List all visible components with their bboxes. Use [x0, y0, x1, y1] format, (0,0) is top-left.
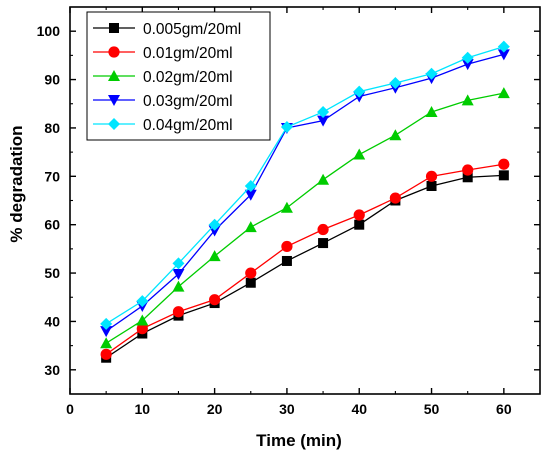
data-point: [497, 49, 510, 61]
data-point: [461, 94, 474, 106]
data-point: [100, 326, 113, 338]
legend: 0.005gm/20ml 0.01gm/20ml 0.02gm/20ml 0.03gm…: [86, 11, 271, 141]
data-point: [208, 250, 221, 262]
data-point: [354, 219, 365, 230]
data-point: [280, 120, 293, 133]
series-line: [105, 92, 504, 344]
data-point: [389, 192, 401, 204]
x-tick-label: 50: [424, 401, 440, 417]
data-point: [172, 306, 185, 318]
data-point: [498, 170, 509, 181]
data-point: [426, 180, 437, 191]
y-tick-label: 40: [44, 313, 60, 329]
data-point: [317, 223, 329, 236]
data-point: [389, 129, 402, 141]
legend-marker: [108, 118, 120, 130]
x-tick-label: 60: [496, 401, 512, 417]
data-point: [317, 105, 330, 118]
data-point: [136, 323, 148, 335]
x-tick-label: 10: [135, 401, 151, 417]
legend-label: 0.03gm/20ml: [143, 93, 233, 110]
data-point: [318, 238, 329, 249]
y-tick-label: 50: [44, 265, 60, 281]
legend-item: 0.04gm/20ml: [93, 117, 233, 134]
data-point: [208, 218, 221, 231]
data-point: [461, 59, 474, 71]
series-line: [105, 53, 505, 332]
data-point: [497, 40, 510, 53]
data-point: [172, 280, 185, 292]
legend-label: 0.04gm/20ml: [143, 117, 233, 134]
data-point: [317, 115, 330, 127]
series-5: [100, 40, 510, 330]
data-point: [462, 164, 474, 176]
series-line: [105, 163, 504, 355]
data-point: [244, 189, 257, 201]
series-3: [100, 87, 510, 349]
data-point: [353, 85, 366, 98]
legend-item: 0.03gm/20ml: [93, 93, 233, 110]
x-tick-label: 0: [66, 401, 74, 417]
legend-label: 0.005gm/20ml: [143, 21, 241, 38]
legend-item: 0.02gm/20ml: [93, 69, 233, 86]
data-point: [172, 269, 185, 281]
data-point: [100, 337, 113, 349]
series-1: [101, 170, 509, 363]
y-tick-label: 70: [44, 168, 60, 184]
data-point: [425, 67, 438, 80]
y-tick-label: 80: [44, 120, 60, 136]
data-point: [245, 277, 256, 288]
legend-marker: [109, 23, 119, 33]
data-point: [317, 173, 330, 185]
legend-item: 0.01gm/20ml: [93, 45, 233, 62]
data-point: [353, 148, 366, 160]
data-point: [462, 172, 473, 183]
series-line: [105, 46, 505, 325]
y-tick-label: 60: [44, 217, 60, 233]
data-point: [389, 76, 402, 89]
x-tick-label: 40: [351, 401, 367, 417]
data-point: [244, 179, 257, 192]
data-point: [136, 295, 149, 308]
data-point: [425, 170, 438, 182]
series-line: [105, 174, 504, 359]
data-point: [245, 267, 257, 279]
data-point: [100, 348, 112, 360]
x-tick-label: 30: [279, 401, 295, 417]
x-tick-label: 20: [207, 401, 223, 417]
y-tick-label: 30: [44, 362, 60, 378]
data-point: [172, 257, 185, 270]
series-layer: [100, 40, 510, 363]
data-point: [353, 209, 365, 221]
y-tick-label: 90: [44, 72, 60, 88]
x-axis-title: Time (min): [256, 431, 342, 450]
ticks-layer: 0 10 20 30 40 50 60 30 40 50 60 70 80 90 100: [37, 7, 540, 417]
data-point: [209, 294, 221, 306]
y-tick-label: 100: [37, 23, 61, 39]
series-2: [100, 158, 510, 360]
data-point: [136, 314, 149, 326]
legend-label: 0.02gm/20ml: [143, 69, 233, 86]
data-point: [497, 87, 510, 99]
legend-label: 0.01gm/20ml: [143, 45, 233, 62]
legend-item: 0.005gm/20ml: [93, 21, 241, 38]
data-point: [100, 317, 113, 330]
data-point: [425, 105, 438, 117]
data-point: [498, 158, 510, 170]
legend-marker: [108, 95, 120, 106]
data-point: [244, 221, 257, 233]
data-point: [461, 51, 474, 64]
data-point: [281, 240, 293, 253]
y-axis-title: % degradation: [7, 125, 26, 242]
data-point: [281, 255, 292, 266]
legend-marker: [108, 70, 120, 81]
legend-marker: [108, 46, 120, 58]
data-point: [280, 201, 293, 213]
